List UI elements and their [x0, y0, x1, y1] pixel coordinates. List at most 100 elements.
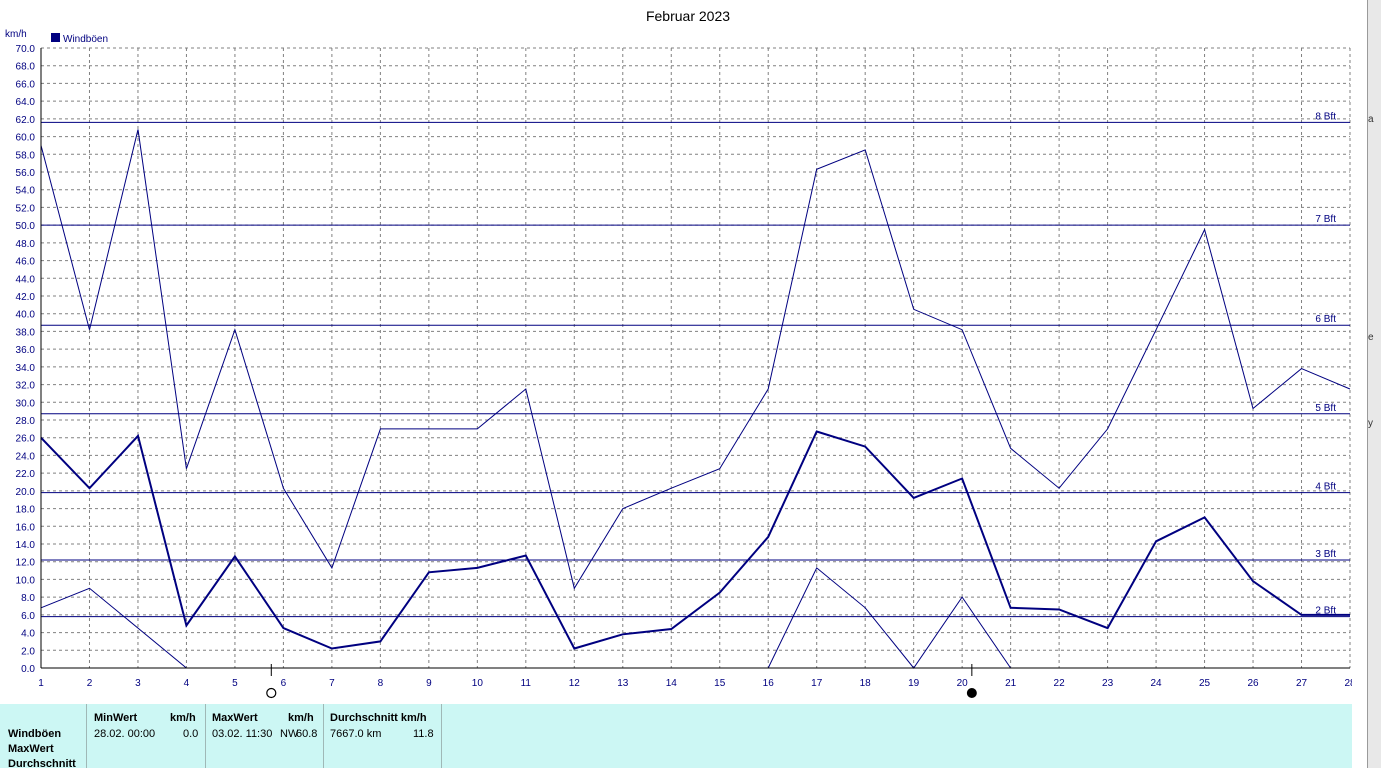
- y-tick-label: 44.0: [16, 274, 36, 285]
- new-moon-marker: [966, 688, 977, 698]
- x-tick-label: 12: [569, 678, 581, 689]
- y-tick-label: 42.0: [16, 292, 36, 303]
- y-tick-label: 64.0: [16, 97, 36, 108]
- chart-title: Februar 2023: [646, 8, 730, 24]
- x-tick-label: 15: [714, 678, 726, 689]
- y-tick-label: 12.0: [16, 558, 36, 569]
- y-tick-label: 8.0: [21, 593, 35, 604]
- y-tick-label: 2.0: [21, 646, 35, 657]
- grid: [41, 47, 1351, 669]
- y-tick-label: 4.0: [21, 629, 35, 640]
- x-tick-label: 24: [1151, 678, 1163, 689]
- max-direction: NW: [280, 728, 299, 740]
- beaufort-label: 5 Bft: [1315, 403, 1336, 414]
- y-tick-label: 6.0: [21, 611, 35, 622]
- max-when: 03.02. 11:30: [212, 728, 273, 740]
- side-glyph: y: [1368, 418, 1373, 429]
- x-tick-label: 5: [232, 678, 238, 689]
- x-tick-label: 6: [281, 678, 287, 689]
- x-tick-label: 28: [1344, 678, 1352, 689]
- column-separator: [441, 704, 442, 768]
- min-header: MinWert: [94, 712, 138, 724]
- y-tick-label: 36.0: [16, 345, 36, 356]
- y-tick-label: 28.0: [16, 416, 36, 427]
- tick-labels: 0.0 2.0 4.0 6.0 8.0 10.0 12.0 14.0 16.0 18.0 20.0 2…: [16, 44, 1352, 689]
- x-tick-label: 17: [811, 678, 823, 689]
- row-label-maxwert: MaxWert: [8, 743, 54, 755]
- y-tick-label: 60.0: [16, 133, 36, 144]
- max-value: 60.8: [296, 728, 318, 740]
- x-tick-label: 11: [521, 678, 532, 689]
- column-separator: [323, 704, 324, 768]
- x-tick-label: 18: [860, 678, 872, 689]
- x-tick-label: 13: [617, 678, 629, 689]
- max-unit: km/h: [288, 712, 314, 724]
- y-tick-label: 54.0: [16, 186, 36, 197]
- series-line-min: [767, 567, 1012, 669]
- y-tick-label: 14.0: [16, 540, 36, 551]
- series-line-min: [40, 587, 187, 669]
- series-line-mittel: [40, 430, 1350, 650]
- beaufort-lines: 2 Bft 3 Bft 4 Bft 5 Bft 6 Bft 7 Bft 8 Bft: [41, 111, 1350, 618]
- right-window-strip: a e y: [1352, 0, 1381, 768]
- avg-value: 11.8: [413, 728, 434, 740]
- stats-panel: Windböen MaxWert Durchschnitt MinWert km…: [0, 704, 1352, 770]
- beaufort-label: 2 Bft: [1315, 606, 1336, 617]
- y-tick-label: 58.0: [16, 150, 36, 161]
- x-tick-label: 3: [135, 678, 141, 689]
- y-tick-label: 22.0: [16, 469, 36, 480]
- beaufort-label: 4 Bft: [1315, 482, 1336, 493]
- legend-label: Windböen: [63, 34, 108, 45]
- y-tick-label: 10.0: [16, 575, 36, 586]
- y-axis-unit: km/h: [5, 29, 27, 40]
- y-tick-label: 62.0: [16, 115, 36, 126]
- avg-distance: 7667.0 km: [330, 728, 382, 740]
- beaufort-label: 8 Bft: [1315, 111, 1336, 122]
- x-tick-label: 9: [426, 678, 432, 689]
- wind-gust-chart: 2 Bft 3 Bft 4 Bft 5 Bft 6 Bft 7 Bft 8 Bft 0.0 2…: [5, 8, 1352, 699]
- side-glyph: a: [1368, 114, 1374, 125]
- y-tick-label: 0.0: [21, 664, 35, 675]
- x-tick-label: 4: [184, 678, 190, 689]
- series-lines: [40, 129, 1351, 669]
- beaufort-label: 6 Bft: [1315, 314, 1336, 325]
- x-tick-label: 22: [1054, 678, 1066, 689]
- x-tick-label: 23: [1102, 678, 1114, 689]
- y-tick-label: 68.0: [16, 62, 36, 73]
- y-tick-label: 24.0: [16, 451, 36, 462]
- y-tick-label: 48.0: [16, 239, 36, 250]
- beaufort-label: 3 Bft: [1315, 549, 1336, 560]
- column-separator: [86, 704, 87, 768]
- moon-markers: [266, 664, 977, 699]
- y-tick-label: 56.0: [16, 168, 36, 179]
- x-tick-label: 10: [472, 678, 484, 689]
- x-tick-label: 8: [378, 678, 384, 689]
- min-unit: km/h: [170, 712, 196, 724]
- full-moon-marker: [266, 687, 277, 699]
- x-tick-label: 19: [908, 678, 920, 689]
- x-tick-label: 1: [38, 678, 44, 689]
- axes: [40, 48, 1350, 669]
- y-tick-label: 46.0: [16, 257, 36, 268]
- x-tick-label: 21: [1005, 678, 1017, 689]
- column-separator: [205, 704, 206, 768]
- y-tick-label: 32.0: [16, 381, 36, 392]
- y-tick-label: 66.0: [16, 79, 36, 90]
- x-tick-label: 16: [763, 678, 775, 689]
- x-tick-label: 7: [329, 678, 335, 689]
- row-label-windboen: Windböen: [8, 728, 62, 740]
- legend-swatch: [51, 33, 60, 42]
- series-line-max: [40, 129, 1351, 590]
- y-tick-label: 52.0: [16, 203, 36, 214]
- y-tick-label: 18.0: [16, 505, 36, 516]
- x-tick-label: 2: [87, 678, 93, 689]
- x-tick-label: 25: [1199, 678, 1211, 689]
- y-tick-label: 70.0: [16, 44, 36, 55]
- x-tick-label: 27: [1296, 678, 1308, 689]
- adjacent-window-edge: [1367, 0, 1381, 768]
- y-tick-label: 20.0: [16, 487, 36, 498]
- beaufort-label: 7 Bft: [1315, 214, 1336, 225]
- min-when: 28.02. 00:00: [94, 728, 156, 740]
- min-value: 0.0: [183, 728, 199, 740]
- y-tick-label: 38.0: [16, 327, 36, 338]
